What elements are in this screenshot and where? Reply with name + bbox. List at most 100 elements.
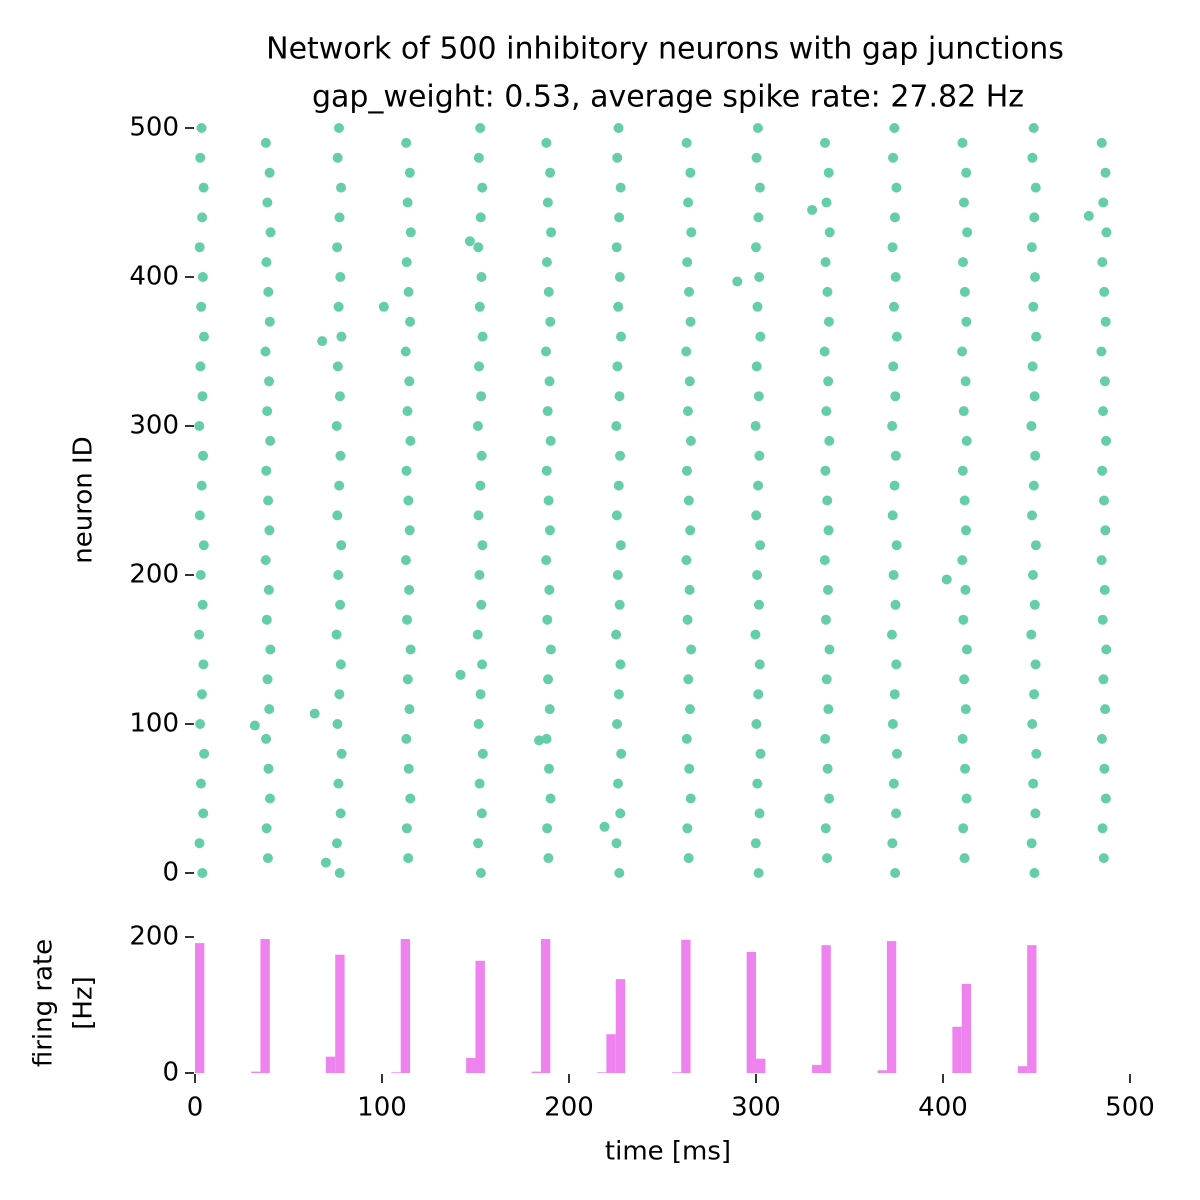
- spike: [755, 540, 766, 551]
- x-tick-label: 400: [918, 1093, 968, 1123]
- spike: [335, 808, 346, 819]
- spike: [403, 495, 414, 506]
- spike: [890, 450, 901, 461]
- spike: [612, 361, 623, 372]
- spike: [887, 242, 898, 253]
- spike: [1097, 614, 1108, 625]
- spike: [333, 301, 344, 312]
- spike: [824, 435, 835, 446]
- spike: [683, 197, 694, 208]
- spike: [545, 644, 556, 655]
- spike: [615, 540, 626, 551]
- spike: [404, 584, 415, 595]
- spike: [260, 346, 271, 357]
- spike: [317, 336, 328, 347]
- spike: [823, 376, 834, 387]
- histogram-bar: [597, 1072, 607, 1073]
- spike: [1027, 152, 1038, 163]
- spike: [957, 346, 968, 357]
- spike: [753, 480, 764, 491]
- spike: [1029, 212, 1040, 223]
- spike: [543, 853, 554, 864]
- spike: [476, 450, 487, 461]
- spike: [197, 599, 208, 610]
- spike: [1027, 361, 1038, 372]
- spike: [401, 137, 412, 148]
- spike: [958, 257, 969, 268]
- spike: [378, 301, 389, 312]
- spike: [545, 167, 556, 178]
- spike: [1029, 599, 1040, 610]
- spike: [1026, 838, 1037, 849]
- spike: [684, 763, 695, 774]
- spike: [198, 808, 209, 819]
- spike: [611, 510, 622, 521]
- spike: [612, 719, 623, 729]
- spike: [599, 821, 610, 832]
- spike: [613, 480, 624, 491]
- spike: [961, 167, 972, 178]
- spike: [682, 614, 693, 625]
- spike: [1100, 793, 1111, 804]
- spike: [197, 391, 208, 402]
- spike: [1027, 510, 1038, 521]
- spike: [1099, 763, 1110, 774]
- spike: [613, 301, 624, 312]
- spike: [1099, 584, 1110, 595]
- spike: [611, 838, 622, 849]
- spike: [401, 823, 412, 834]
- spike: [198, 659, 209, 670]
- spike: [400, 555, 411, 566]
- spike: [959, 495, 970, 506]
- spike: [320, 857, 331, 868]
- spike: [472, 421, 483, 431]
- spike: [264, 316, 275, 327]
- spike: [194, 421, 205, 431]
- spike: [615, 182, 626, 193]
- spike: [474, 778, 485, 789]
- spike: [888, 778, 899, 789]
- spike: [611, 629, 622, 640]
- spike: [262, 406, 273, 417]
- spike: [824, 644, 835, 655]
- histogram-bar: [886, 941, 897, 1073]
- spike: [615, 808, 626, 819]
- spike: [542, 614, 553, 625]
- spike: [332, 361, 343, 372]
- spike: [958, 823, 969, 834]
- spike: [824, 793, 835, 804]
- histogram-bar: [400, 939, 411, 1073]
- spike: [334, 689, 345, 700]
- spike: [961, 793, 972, 804]
- spike: [889, 212, 900, 223]
- spike: [887, 510, 898, 521]
- spike: [1026, 629, 1037, 640]
- spike: [1097, 823, 1108, 834]
- spike: [752, 570, 763, 580]
- spike: [336, 748, 347, 759]
- spike: [475, 212, 486, 223]
- spike: [331, 629, 342, 640]
- y-tick-label: 200: [129, 922, 179, 952]
- histogram-bar: [540, 939, 551, 1073]
- y-axis-label: [Hz]: [69, 976, 99, 1030]
- spike: [681, 465, 692, 476]
- spike: [891, 540, 902, 551]
- spike: [333, 570, 344, 580]
- spike: [544, 525, 555, 536]
- spike: [476, 808, 487, 819]
- spike: [473, 510, 484, 521]
- histogram-bar: [1027, 945, 1037, 1073]
- spike: [405, 793, 416, 804]
- spike: [403, 286, 414, 297]
- spike: [750, 838, 761, 849]
- spike: [542, 823, 553, 834]
- spike: [957, 555, 968, 566]
- spike: [751, 242, 761, 253]
- spike: [401, 733, 412, 744]
- spike: [455, 669, 466, 680]
- histogram-bar: [466, 1058, 476, 1073]
- spike: [960, 376, 971, 387]
- spike: [753, 599, 764, 610]
- spike: [821, 406, 832, 417]
